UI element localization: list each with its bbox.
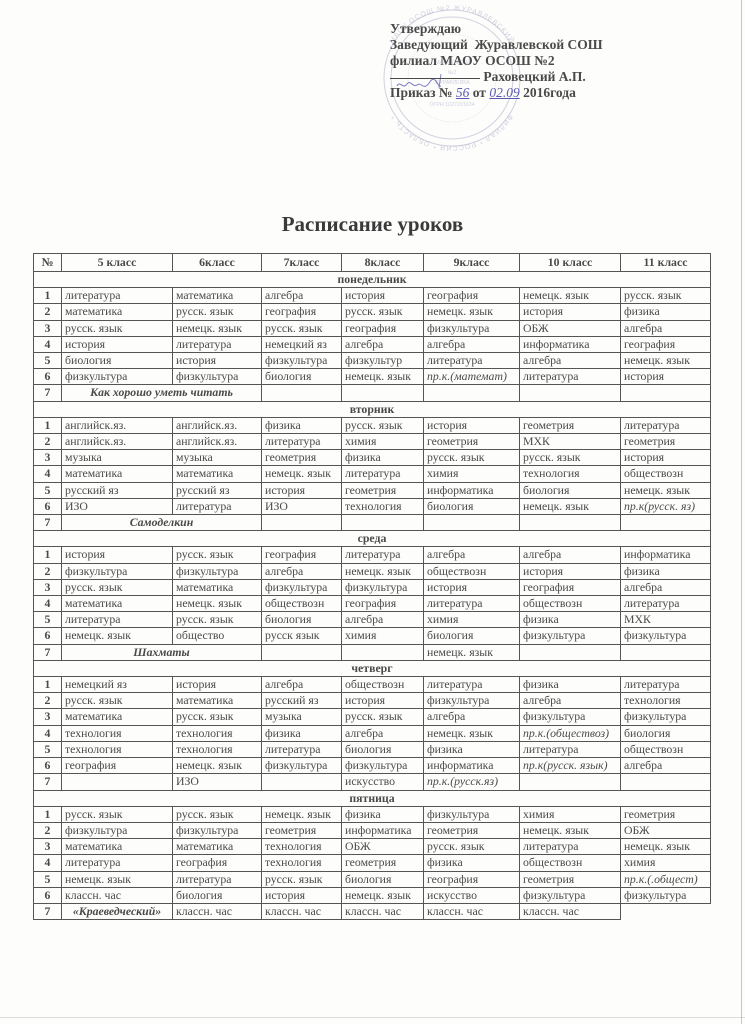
svg-text:ФИЛИАЛ * РОССИЯ * ОБЛАСТЬ *: ФИЛИАЛ * РОССИЯ * ОБЛАСТЬ * [390, 113, 514, 151]
svg-text:ОГРН 1027201634: ОГРН 1027201634 [429, 102, 474, 108]
